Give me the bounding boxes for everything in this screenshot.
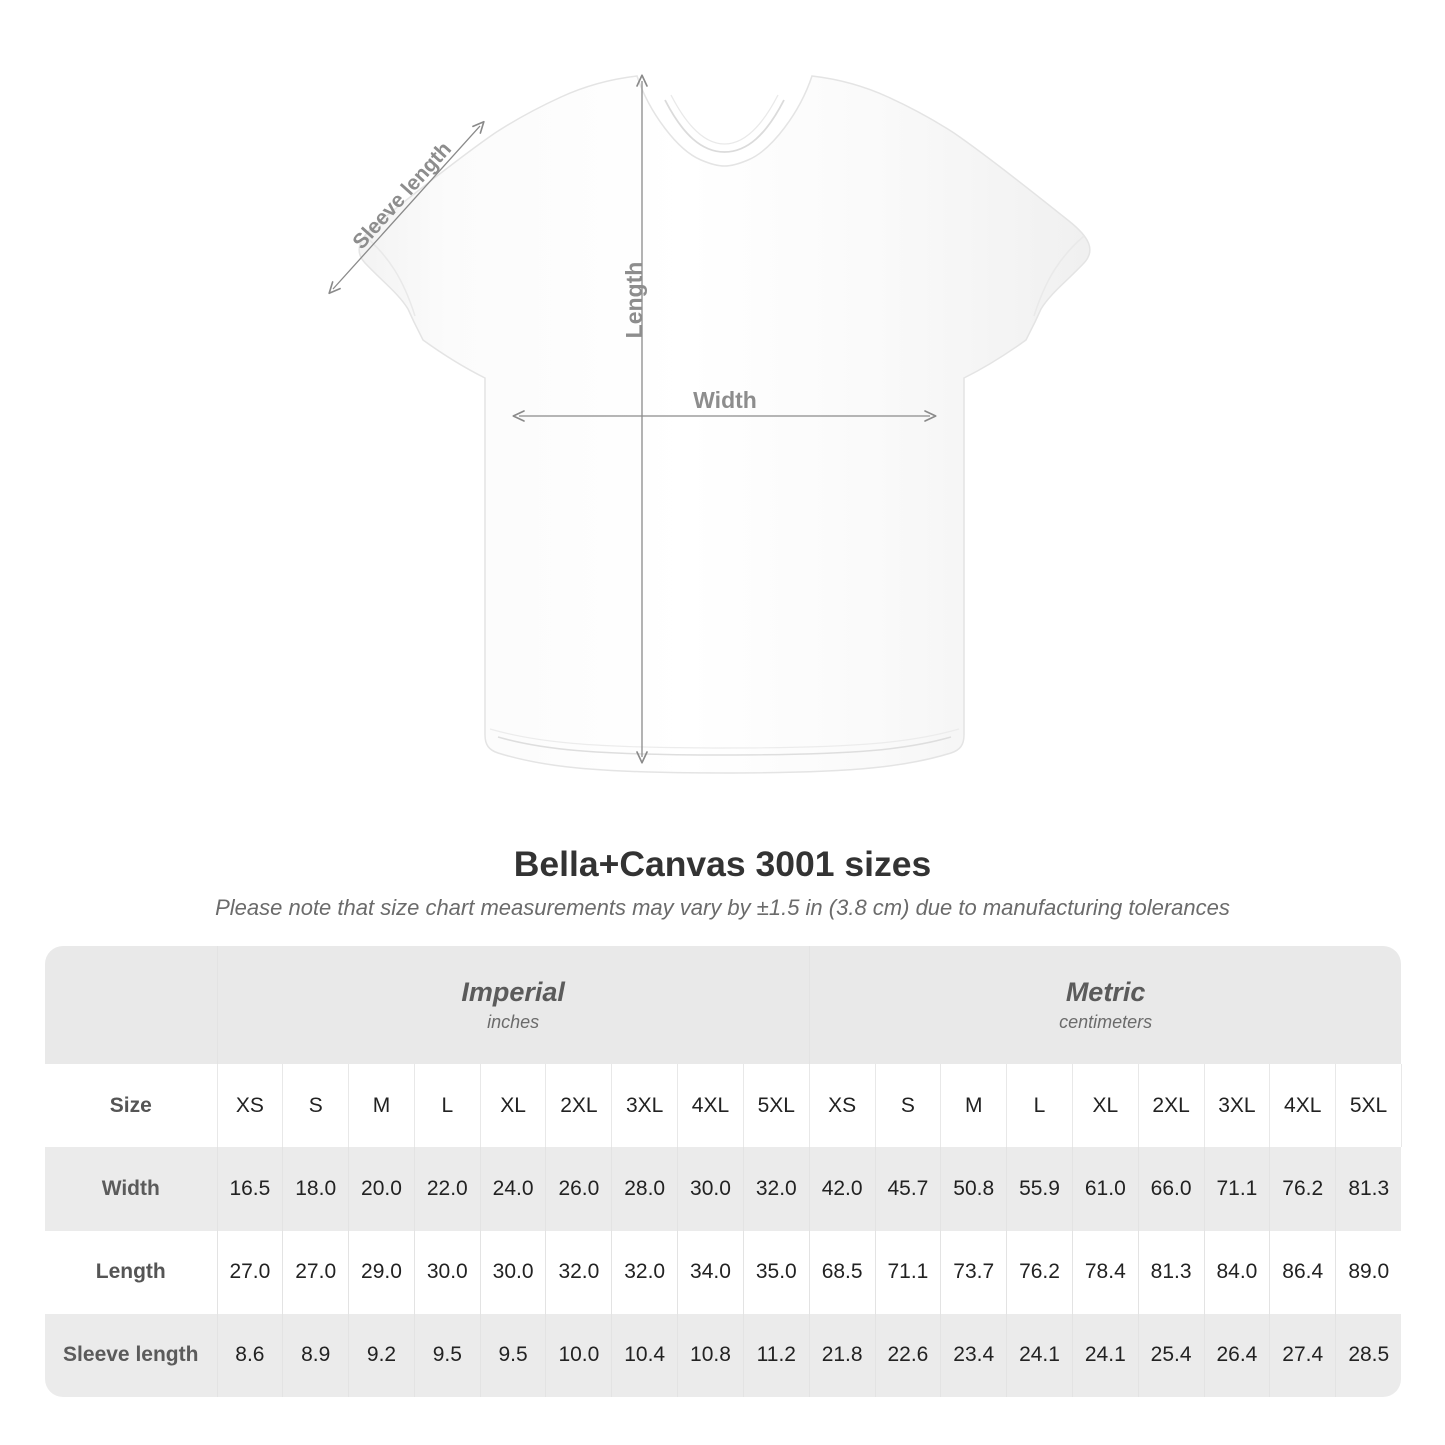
svg-text:Width: Width [693,387,757,413]
svg-text:Length: Length [621,262,647,339]
